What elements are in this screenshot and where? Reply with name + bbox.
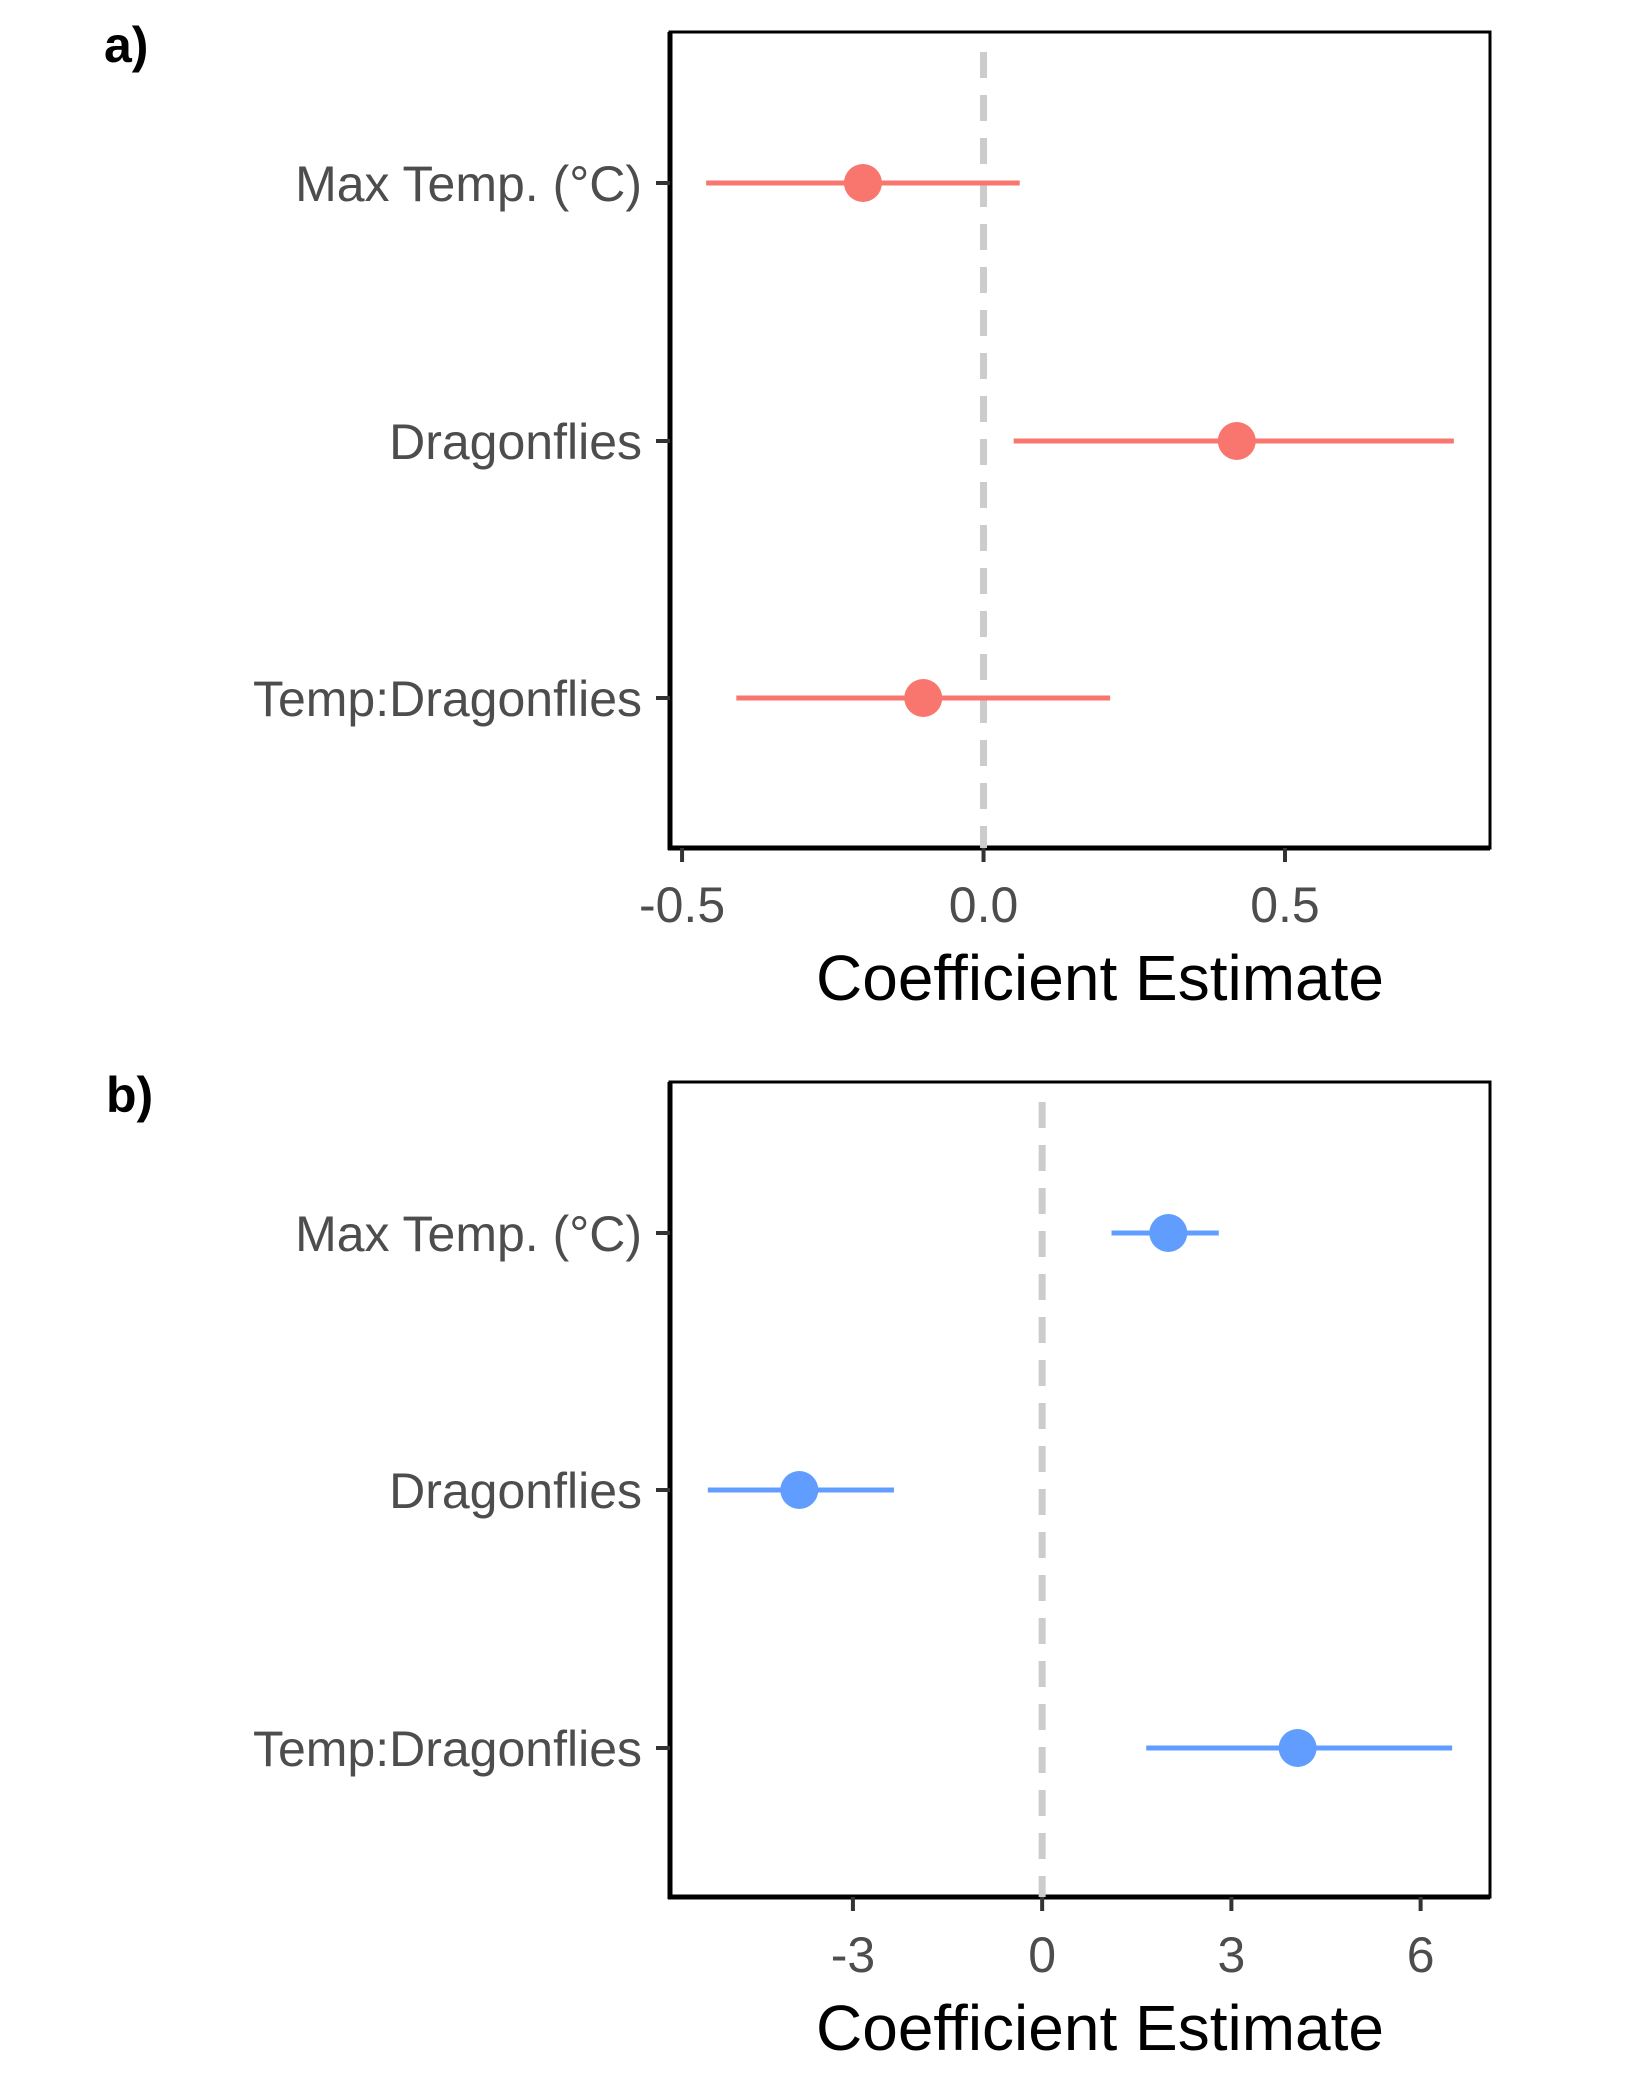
x-tick-label: -3: [831, 1927, 875, 1983]
estimate-point: [1278, 1729, 1317, 1767]
x-tick-label: 0.5: [1250, 877, 1320, 933]
y-category-label: Dragonflies: [389, 414, 642, 470]
y-category-label: Temp:Dragonflies: [253, 671, 642, 727]
estimate-point: [780, 1471, 819, 1509]
estimate-point: [1217, 422, 1256, 460]
x-tick-label: 3: [1217, 1927, 1245, 1983]
x-tick-label: -0.5: [639, 877, 725, 933]
y-category-label: Max Temp. (°C): [295, 156, 642, 212]
x-tick-label: 0.0: [949, 877, 1019, 933]
y-category-label: Max Temp. (°C): [295, 1206, 642, 1262]
estimate-point: [904, 679, 943, 717]
x-tick-label: 0: [1028, 1927, 1056, 1983]
panel-b: b) -3 0 3 6 Coefficient Estimate Max Temp. (°C…: [106, 1067, 1492, 2064]
x-axis-title: Coefficient Estimate: [816, 942, 1384, 1014]
panel-a: a) -0.5 0.0 0.5 Coefficient Estimate Max Temp…: [104, 17, 1492, 1014]
x-axis-title: Coefficient Estimate: [816, 1992, 1384, 2064]
y-category-label: Dragonflies: [389, 1463, 642, 1519]
y-category-label: Temp:Dragonflies: [253, 1721, 642, 1777]
estimate-point: [1149, 1214, 1188, 1252]
panel-label: a): [104, 17, 148, 73]
x-tick-label: 6: [1407, 1927, 1435, 1983]
estimate-point: [843, 164, 882, 202]
panel-label: b): [106, 1067, 153, 1123]
